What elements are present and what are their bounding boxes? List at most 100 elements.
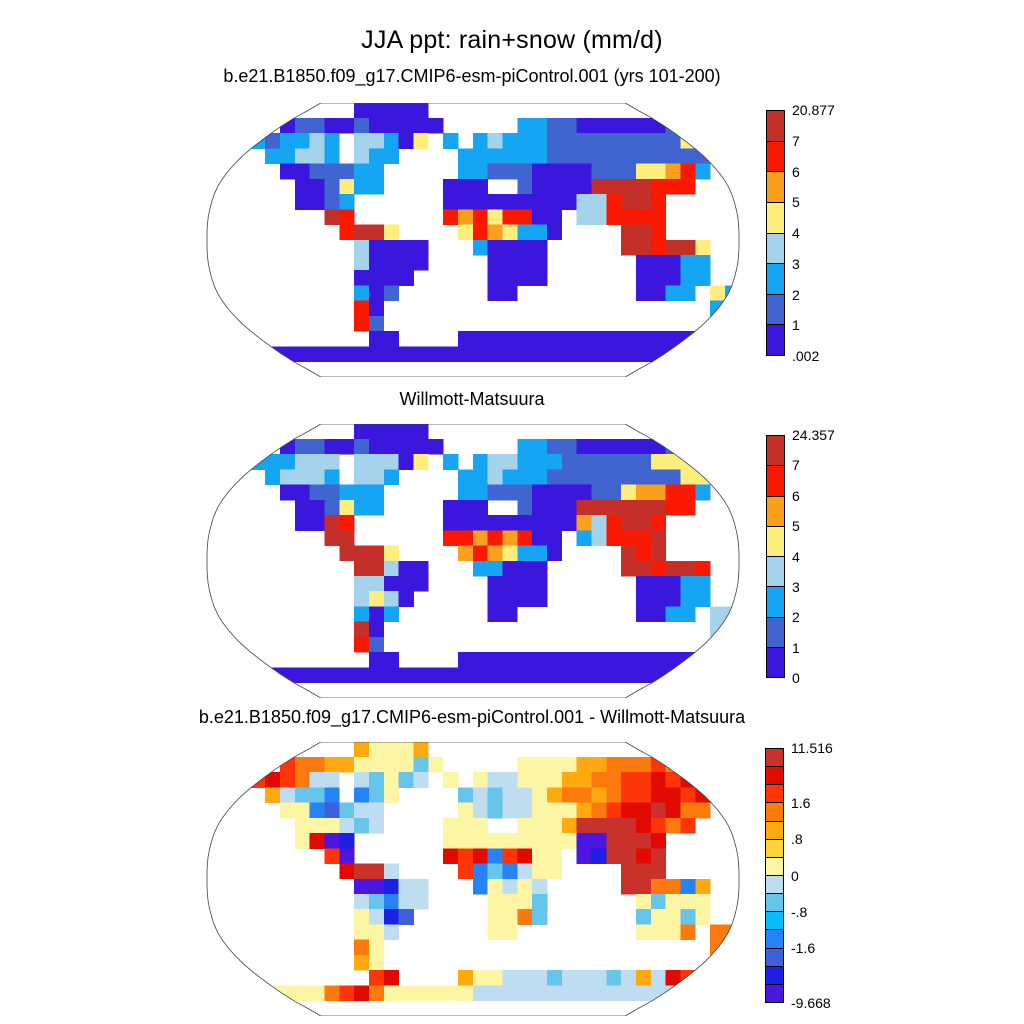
colorbar-cell — [767, 616, 784, 647]
map-cell — [665, 560, 681, 577]
map-cell — [324, 667, 340, 683]
map-cell — [532, 454, 548, 470]
map-cell — [502, 909, 518, 925]
map-cell — [635, 667, 652, 683]
map-cell — [650, 331, 667, 347]
map-cell — [383, 576, 400, 592]
map-cell — [665, 346, 681, 362]
map-cell — [517, 863, 533, 880]
map-cell — [606, 817, 622, 834]
map-cell — [368, 255, 385, 271]
map-cell — [220, 454, 236, 470]
map-cell — [324, 817, 340, 834]
map-cell — [383, 757, 400, 773]
colorbar-cell — [767, 324, 784, 355]
map-cell — [665, 970, 681, 986]
map-cell — [680, 239, 696, 256]
map-cell — [650, 255, 667, 271]
map-cell — [502, 469, 518, 486]
map-cell — [517, 239, 533, 256]
map-cell — [650, 499, 667, 516]
map-cell — [724, 133, 739, 149]
map-cell — [309, 817, 325, 834]
map-cell — [561, 346, 578, 362]
map-cell — [591, 454, 607, 470]
map-cell — [724, 285, 739, 302]
map-cell — [532, 178, 548, 195]
colorbar-tick-label: 4 — [792, 225, 800, 241]
map-cell — [710, 439, 726, 455]
map-cell — [635, 224, 652, 241]
map-cell — [472, 239, 489, 256]
map-cell — [457, 985, 474, 1001]
map-cell — [621, 224, 637, 241]
map-cell — [621, 469, 637, 486]
map-cell — [591, 118, 607, 134]
map-cell — [517, 560, 533, 577]
map-cell — [710, 667, 726, 683]
map-cell — [398, 103, 414, 119]
map-cell — [576, 530, 592, 546]
map-cell — [650, 469, 667, 486]
map-cell — [487, 194, 503, 210]
map-cell — [339, 863, 355, 880]
map-cell — [532, 894, 548, 910]
map-cell — [517, 772, 533, 788]
map-cell — [383, 772, 400, 788]
map-cell — [532, 209, 548, 225]
map-cell — [398, 909, 414, 925]
colorbar-cell — [767, 436, 784, 466]
map-cell — [546, 515, 563, 531]
map-cell — [680, 285, 696, 302]
map-cell — [591, 530, 607, 546]
map-cell — [368, 606, 385, 623]
map-cell — [724, 454, 739, 470]
map-cell — [339, 802, 355, 819]
map-cell — [665, 591, 681, 607]
map-cell — [695, 757, 711, 773]
map-cell — [576, 802, 592, 819]
map-cell — [472, 787, 489, 804]
map-cell — [680, 560, 696, 577]
map-cell — [502, 194, 518, 210]
map-cell — [294, 484, 311, 501]
map-cell — [665, 802, 681, 819]
map-cell — [294, 802, 311, 819]
map-cell — [294, 118, 311, 134]
colorbar-cell — [767, 140, 784, 172]
map-cell — [606, 833, 622, 849]
map-cell — [354, 909, 370, 925]
colorbar-tick-label: 11.516 — [791, 740, 833, 756]
map-cell — [665, 133, 681, 149]
map-cell — [250, 454, 266, 470]
map-cell — [680, 606, 696, 623]
map-cell — [487, 163, 503, 180]
map-cell — [621, 118, 637, 134]
map-cell — [576, 163, 592, 180]
map-cell — [621, 515, 637, 531]
map-cell — [517, 909, 533, 925]
map-cell — [724, 469, 739, 486]
map-cell — [561, 499, 578, 516]
map-cell — [383, 424, 400, 440]
colorbar-cell — [767, 232, 784, 264]
colorbar-tick-label: 7 — [792, 132, 800, 149]
map-cell — [443, 833, 459, 849]
map-cell — [443, 515, 459, 531]
map-cell — [576, 833, 592, 849]
map-cell — [398, 757, 414, 773]
map-cell — [606, 454, 622, 470]
map-cell — [635, 848, 652, 864]
map-cell — [368, 560, 385, 577]
map-cell — [309, 484, 325, 501]
map-cell — [591, 133, 607, 149]
map-cell — [561, 652, 578, 668]
map-cell — [235, 667, 251, 683]
map-cell — [695, 576, 711, 592]
map-cell — [428, 439, 444, 455]
map-cell — [487, 133, 503, 149]
map-cell — [472, 163, 489, 180]
map-cell — [561, 787, 578, 804]
map-cell — [487, 255, 503, 271]
map-cell — [457, 970, 474, 986]
